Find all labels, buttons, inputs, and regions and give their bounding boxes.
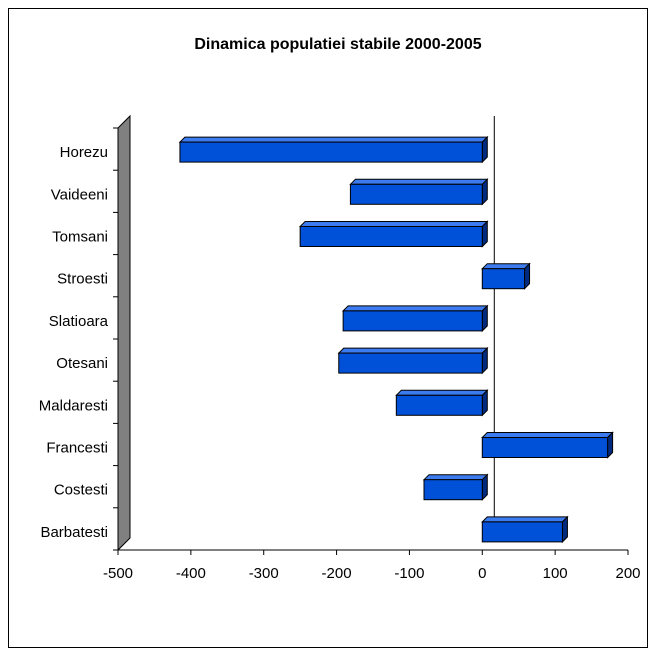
bar-front-face bbox=[481, 521, 563, 543]
bar bbox=[481, 515, 569, 544]
back-wall bbox=[117, 114, 131, 552]
category-label: Slatioara bbox=[49, 313, 109, 330]
bar-side-face bbox=[481, 304, 488, 333]
bar-top-face bbox=[481, 263, 531, 270]
bar-top-face bbox=[337, 347, 489, 354]
bar-chart: Dinamica populatiei stabile 2000-2005 Ba… bbox=[39, 36, 641, 582]
bar-front-face bbox=[349, 183, 483, 205]
bar-side-face bbox=[481, 135, 488, 164]
category-label: Vaideeni bbox=[51, 186, 108, 203]
bar bbox=[395, 389, 489, 417]
bar bbox=[341, 304, 489, 333]
bar bbox=[178, 135, 489, 164]
bar-front-face bbox=[481, 268, 526, 290]
x-tick-label: -300 bbox=[249, 565, 279, 582]
bar-front-face bbox=[179, 141, 483, 163]
category-label: Otesani bbox=[56, 355, 108, 372]
bar-side-face bbox=[481, 220, 488, 248]
category-label: Francesti bbox=[46, 440, 108, 457]
bar-top-face bbox=[481, 516, 569, 523]
bar-top-face bbox=[298, 221, 489, 227]
bar-top-face bbox=[349, 178, 489, 185]
bar bbox=[481, 431, 614, 459]
category-label: Maldaresti bbox=[39, 397, 108, 414]
bar-side-face bbox=[524, 262, 531, 290]
bar bbox=[337, 346, 489, 375]
category-label: Tomsani bbox=[52, 229, 108, 246]
bar bbox=[298, 220, 489, 248]
bar-side-face bbox=[481, 473, 488, 501]
category-label: Costesti bbox=[54, 482, 108, 499]
bar-front-face bbox=[338, 352, 483, 374]
bar bbox=[422, 473, 489, 501]
bar-side-face bbox=[481, 178, 488, 206]
x-tick-label: 200 bbox=[615, 565, 640, 582]
chart-title: Dinamica populatiei stabile 2000-2005 bbox=[194, 36, 481, 53]
bar-top-face bbox=[481, 432, 614, 438]
bars-group bbox=[178, 135, 614, 544]
bar-side-face bbox=[561, 515, 568, 544]
category-label: Horezu bbox=[60, 144, 108, 161]
x-tick-label: 0 bbox=[478, 565, 486, 582]
x-tick-label: -400 bbox=[176, 565, 206, 582]
bar-front-face bbox=[342, 310, 483, 332]
bar-front-face bbox=[395, 394, 483, 416]
bar-front-face bbox=[423, 479, 483, 501]
x-tick-label: -200 bbox=[322, 565, 352, 582]
bar-side-face bbox=[607, 431, 614, 459]
axes bbox=[113, 116, 629, 555]
x-tick-label: 100 bbox=[543, 565, 568, 582]
x-tick-label: -100 bbox=[394, 565, 424, 582]
bar-side-face bbox=[481, 389, 488, 417]
category-label: Stroesti bbox=[57, 271, 108, 288]
bar-top-face bbox=[341, 305, 489, 312]
tick-labels: -500 -400 -300 -200 -100 0 100 200 bbox=[103, 565, 641, 582]
bar-top-face bbox=[178, 136, 489, 143]
back-wall-panel bbox=[117, 114, 131, 552]
bar bbox=[349, 178, 489, 206]
bar-front-face bbox=[481, 437, 609, 458]
bar-top-face bbox=[395, 389, 489, 396]
x-tick-label: -500 bbox=[103, 565, 133, 582]
category-labels: Barbatesti Costesti Francesti Maldaresti Ote… bbox=[39, 144, 109, 541]
bar-top-face bbox=[422, 474, 489, 481]
bar-front-face bbox=[299, 226, 483, 247]
bar bbox=[481, 262, 531, 290]
category-label: Barbatesti bbox=[40, 524, 108, 541]
bar-side-face bbox=[481, 346, 488, 375]
